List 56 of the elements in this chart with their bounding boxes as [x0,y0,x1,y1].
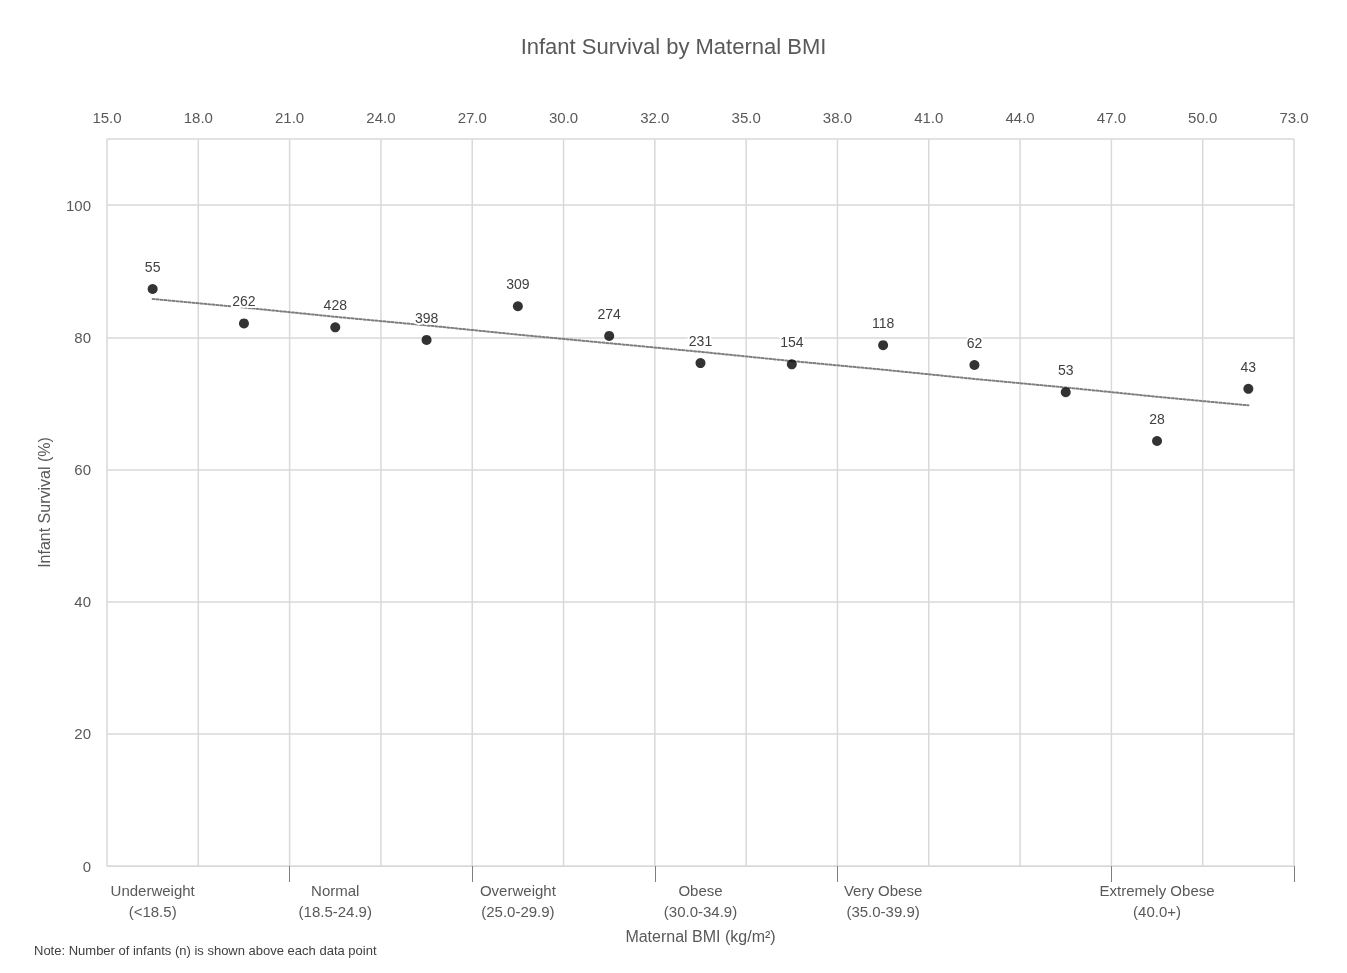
x-tick-label: Overweight (25.0-29.9) [479,882,557,920]
point [969,360,980,371]
annotation: 43 [1240,358,1257,375]
point [1243,383,1254,394]
x-tick-label: Normal (18.5-24.9) [298,882,372,920]
text: 30.0 [548,108,579,126]
y-tick-label: 40 [74,593,91,611]
annotation: 274 [597,305,622,322]
point [421,334,432,345]
annotation: 428 [323,297,348,314]
text: 27.0 [457,108,487,126]
annotation: 309 [506,276,530,293]
y-axis-title: Infant Survival (%) [35,437,53,568]
y-tick-label: 20 [74,725,91,743]
annotation: 62 [966,335,983,352]
text: 18.0 [183,108,213,126]
x-tick-label: Underweight (<18.5) [110,882,196,920]
point [604,330,615,341]
text: 41.0 [914,108,944,126]
text: 32.0 [640,108,670,126]
point [330,322,341,333]
y-tick-label: 80 [74,328,91,346]
point [512,301,523,312]
text: 73.0 [1279,108,1309,126]
x-tick-label: Obese (30.0-34.9) [663,882,738,920]
chart-title: Infant Survival by Maternal BMI [520,33,827,59]
point [878,340,889,351]
text: 38.0 [822,108,853,126]
text: 15.0 [92,108,122,126]
point [1152,436,1163,447]
annotation: 398 [414,309,439,326]
x-tick-label: Extremely Obese (40.0+) [1099,882,1215,920]
point [1060,387,1071,398]
x-tick-label: Very Obese (35.0-39.9) [843,882,923,920]
annotation: 118 [871,315,895,332]
text: 24.0 [366,108,396,126]
annotation: 262 [232,293,256,310]
x-axis-title: Maternal BMI (kg/m²) [625,927,776,945]
y-tick-label: 60 [74,460,91,478]
point [786,359,797,370]
text: 47.0 [1096,108,1126,126]
text: 44.0 [1005,108,1035,126]
annotation: 53 [1057,362,1074,379]
text: 35.0 [731,108,761,126]
annotation: 55 [144,259,161,276]
annotation: 154 [780,334,804,351]
point [238,318,249,329]
text: 21.0 [275,108,305,126]
point [147,284,158,295]
y-tick-label: 0 [82,857,91,875]
annotation: 231 [688,333,713,350]
text: Note: Number of infants (n) is shown above each data point [34,943,377,958]
y-tick-label: 100 [65,196,91,214]
point [695,358,706,369]
text: 50.0 [1188,108,1218,126]
annotation: 28 [1149,411,1166,428]
